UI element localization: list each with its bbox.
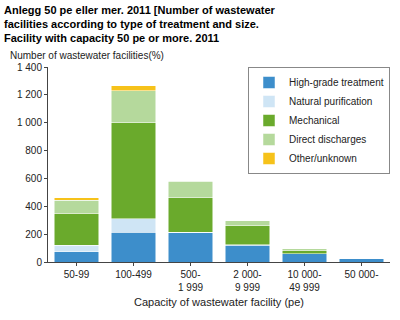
svg-text:Natural purification: Natural purification [289, 96, 372, 107]
svg-text:Capacity of wastewater facilit: Capacity of wastewater facility (pe) [134, 296, 304, 308]
svg-text:2 000-9 999: 2 000-9 999 [233, 269, 261, 293]
svg-text:500-1 999: 500-1 999 [178, 269, 203, 293]
svg-text:400: 400 [25, 201, 42, 212]
svg-text:1 400: 1 400 [17, 62, 42, 73]
svg-text:200: 200 [25, 229, 42, 240]
svg-text:600: 600 [25, 173, 42, 184]
svg-text:1 200: 1 200 [17, 89, 42, 100]
svg-text:800: 800 [25, 145, 42, 156]
svg-text:Mechanical: Mechanical [289, 115, 340, 126]
svg-text:High-grade treatment: High-grade treatment [289, 77, 384, 88]
svg-text:10 000-49 999: 10 000-49 999 [288, 269, 322, 293]
svg-text:1 000: 1 000 [17, 117, 42, 128]
svg-text:Direct discharges: Direct discharges [289, 134, 366, 145]
svg-text:50 000-: 50 000- [345, 269, 379, 280]
svg-text:Number of wastewater facilitie: Number of wastewater facilities(%) [10, 50, 164, 61]
svg-text:50-99: 50-99 [64, 269, 90, 280]
svg-text:Anlegg 50 pe eller mer. 2011 [: Anlegg 50 pe eller mer. 2011 [Number of … [4, 4, 276, 45]
svg-text:Other/unknown: Other/unknown [289, 153, 357, 164]
svg-text:0: 0 [36, 257, 42, 268]
svg-text:100-499: 100-499 [115, 269, 152, 280]
